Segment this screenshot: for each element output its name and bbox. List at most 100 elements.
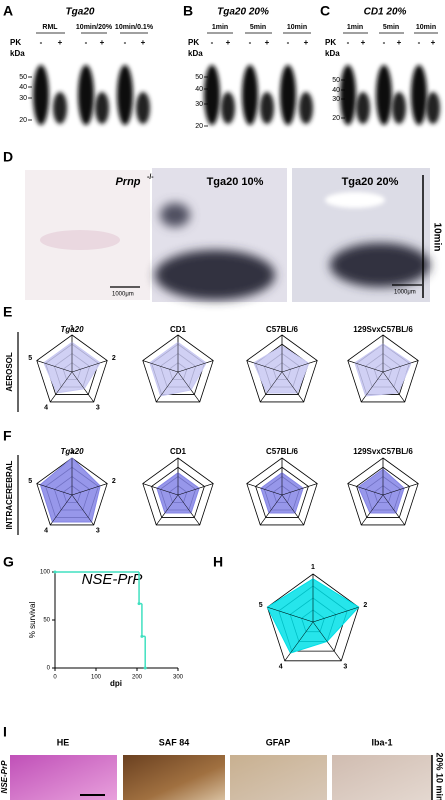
axis-label: 2 (112, 478, 116, 485)
marker-label: 20 (332, 115, 340, 122)
strain-label: Tga20 (60, 447, 84, 456)
radar-ring (246, 334, 318, 403)
scale-label: 1000μm (394, 290, 416, 296)
side-label: 20% 10 min (435, 752, 445, 800)
blot-band (260, 92, 274, 124)
image-label: Prnp (115, 176, 140, 188)
radar-spoke (36, 360, 73, 373)
axis-label: 3 (343, 663, 347, 670)
pk-sign: - (347, 38, 350, 47)
blot-title: CD1 20% (364, 7, 407, 18)
radar-spoke (347, 483, 384, 496)
marker-label: 40 (195, 86, 203, 93)
radar-spoke (142, 360, 179, 373)
y-tick-label: 100 (40, 570, 51, 576)
radar-area (39, 457, 101, 523)
he-image (10, 755, 117, 800)
strain-label: C57BL/6 (266, 325, 299, 334)
radar-spoke (281, 494, 304, 526)
radar-spoke (281, 371, 304, 403)
radar-ring (255, 466, 309, 518)
lane-label: RML (42, 24, 58, 31)
lane-label: 1min (347, 24, 363, 31)
radar-spoke (50, 371, 73, 403)
x-axis-label: dpi (110, 679, 122, 688)
pk-sign: + (397, 38, 402, 47)
axis-label: 4 (44, 527, 48, 534)
lane-label: 5min (383, 24, 399, 31)
blot-band (426, 92, 440, 124)
stain (160, 203, 190, 227)
blot-band (221, 92, 235, 124)
radar-ring (347, 334, 419, 403)
radar-area (253, 345, 310, 394)
pk-sign: + (265, 38, 270, 47)
marker-label: 20 (19, 117, 27, 124)
radar-spoke (50, 494, 73, 526)
scale-label: 1000μm (112, 292, 134, 298)
pk-label: PK (325, 38, 336, 47)
radar-spoke (177, 360, 214, 373)
pk-sign: + (226, 38, 231, 47)
pk-sign: - (418, 38, 421, 47)
radar-spoke (382, 483, 419, 496)
panel-label: E (3, 304, 12, 320)
radar-ring (347, 457, 419, 526)
marker-label: 30 (19, 95, 27, 102)
axis-label: 1 (70, 448, 74, 455)
marker-label: 50 (332, 77, 340, 84)
radar-ring (142, 457, 214, 526)
x-tick-label: 0 (53, 675, 57, 681)
superscript: -/- (147, 174, 154, 181)
axis-label: 2 (363, 602, 367, 609)
panel-label: A (3, 3, 13, 19)
marker-label: 50 (19, 74, 27, 81)
blot-band (136, 92, 150, 124)
blot-band (411, 65, 427, 125)
panel-label: G (3, 554, 14, 570)
blot-band (299, 92, 313, 124)
lane-label: 10min/0.1% (115, 24, 154, 31)
radar-spoke (382, 371, 405, 403)
marker-label: 50 (195, 74, 203, 81)
radar-ring (142, 334, 214, 403)
saf-image (123, 755, 225, 800)
radar-ring (246, 457, 318, 526)
blot-band (53, 92, 67, 124)
axis-label: 5 (28, 478, 32, 485)
radar-spoke (246, 360, 283, 373)
radar-spoke (281, 360, 318, 373)
radar-spoke (267, 606, 314, 623)
pk-sign: - (85, 38, 88, 47)
lane-label: 10min (287, 24, 307, 31)
blot-band (376, 65, 392, 125)
strain-label: C57BL/6 (266, 447, 299, 456)
radar-ring (36, 457, 108, 526)
strain-label: 129SvxC57BL/6 (353, 447, 413, 456)
radar-spoke (361, 494, 384, 526)
iba-image (332, 755, 432, 800)
radar-ring (266, 573, 360, 662)
radar-spoke (246, 483, 283, 496)
radar-spoke (312, 606, 359, 623)
radar-spoke (382, 360, 419, 373)
blot-band (204, 65, 220, 125)
lane-label: 10min (416, 24, 436, 31)
axis-label: 3 (96, 404, 100, 411)
survival-point (143, 666, 147, 670)
blot-band (33, 65, 49, 125)
radar-spoke (347, 360, 384, 373)
radar-spoke (156, 371, 179, 403)
blot-band (280, 65, 296, 125)
stain (155, 250, 275, 300)
axis-label: 4 (44, 404, 48, 411)
pk-sign: + (58, 38, 63, 47)
radar-spoke (284, 621, 314, 661)
radar-spoke (71, 483, 108, 496)
stain-label: GFAP (266, 737, 291, 747)
radar-spoke (142, 483, 179, 496)
x-tick-label: 100 (91, 675, 102, 681)
stain (330, 243, 430, 287)
row-label: INTRACEREBRAL (5, 460, 14, 529)
